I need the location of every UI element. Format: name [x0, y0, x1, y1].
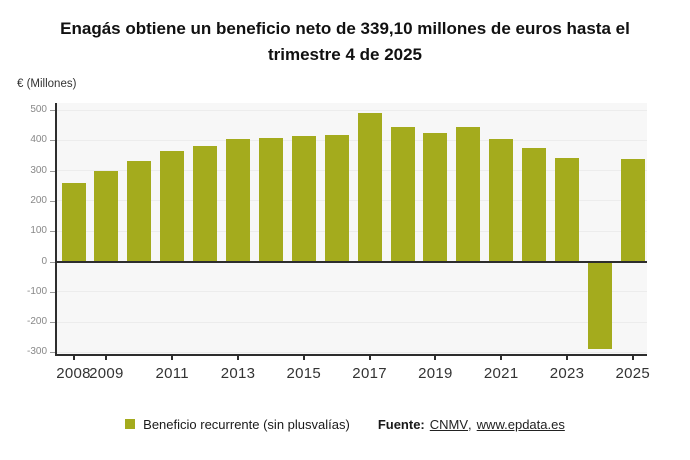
x-axis-label-2017: 2017 [352, 365, 387, 382]
y-axis-tick [50, 170, 55, 172]
source-separator: , [468, 416, 472, 432]
x-axis-tick-2008 [72, 356, 75, 360]
y-axis-tick [50, 352, 55, 354]
y-axis-label-500: 500 [30, 104, 47, 115]
bar-2016[interactable] [324, 135, 349, 262]
source-attribution: Fuente: CNMV, www.epdata.es [378, 417, 565, 432]
bar-2020[interactable] [456, 126, 481, 262]
source-label: Fuente: [377, 416, 425, 432]
x-axis-tick-2015 [302, 356, 305, 360]
x-axis-tick-2025 [631, 356, 634, 360]
gridline--100 [55, 291, 647, 293]
y-axis-line [55, 103, 57, 356]
legend: Beneficio recurrente (sin plusvalías) Fu… [0, 415, 690, 433]
x-axis-tick-2011 [171, 356, 174, 360]
bar-2013[interactable] [226, 139, 250, 262]
gridline-100 [55, 230, 647, 232]
y-axis-label-400: 400 [30, 134, 47, 146]
y-axis-label--100: -100 [26, 285, 47, 297]
x-axis-line [55, 354, 647, 356]
gridline-200 [55, 200, 647, 202]
y-axis-tick [50, 110, 55, 111]
bar-2015[interactable] [291, 136, 316, 262]
chart-title: Enagás obtiene un beneficio neto de 339,… [20, 16, 670, 68]
chart-title-line2: trimestre 4 de 2025 [267, 45, 423, 64]
x-axis-tick-2021 [500, 356, 503, 360]
bar-2008[interactable] [61, 183, 86, 262]
y-axis-label-100: 100 [30, 225, 47, 237]
y-axis-unit-label: € (Millones) [17, 78, 77, 90]
x-axis-label-2025: 2025 [615, 365, 651, 382]
source-link-cnmv[interactable]: CNMV [429, 416, 469, 432]
y-axis-label-200: 200 [30, 194, 47, 206]
x-axis-label-2008: 2008 [56, 365, 91, 382]
legend-series-label: Beneficio recurrente (sin plusvalías) [143, 416, 350, 432]
bar-2023[interactable] [555, 157, 579, 262]
bar-2011[interactable] [160, 150, 185, 262]
x-axis-label-2021: 2021 [483, 365, 519, 382]
y-axis-label-300: 300 [30, 164, 47, 176]
bar-2025[interactable] [620, 158, 645, 262]
gridline-300 [55, 170, 647, 172]
bar-2009[interactable] [94, 171, 119, 262]
x-axis-label-2011: 2011 [155, 365, 189, 382]
bar-2022[interactable] [522, 147, 547, 262]
x-axis-tick-2023 [566, 356, 568, 360]
bar-2012[interactable] [193, 146, 218, 262]
bar-2021[interactable] [489, 139, 514, 262]
y-axis-tick [50, 261, 55, 263]
x-axis-label-2015: 2015 [286, 365, 322, 382]
x-axis-label-2019: 2019 [418, 365, 453, 382]
zero-line [55, 260, 647, 263]
gridline-500 [55, 109, 647, 111]
x-axis-label-2009: 2009 [89, 365, 124, 382]
x-axis-tick-2009 [105, 356, 108, 360]
bar-2018[interactable] [390, 127, 415, 262]
y-axis-tick [50, 231, 55, 233]
x-axis-label-2013: 2013 [220, 365, 256, 382]
gridline--200 [55, 321, 647, 323]
legend-item: Beneficio recurrente (sin plusvalías) [125, 417, 350, 432]
x-axis-label-2023: 2023 [549, 365, 585, 382]
legend-swatch [125, 419, 136, 429]
x-axis-tick-2017 [368, 356, 371, 360]
plot-area [55, 103, 647, 356]
gridline-400 [55, 139, 647, 141]
y-axis-label-0: 0 [41, 255, 47, 267]
gridline--300 [55, 351, 647, 353]
chart-title-line1: Enagás obtiene un beneficio neto de 339,… [60, 19, 630, 38]
bar-2024[interactable] [587, 261, 612, 350]
bar-2010[interactable] [127, 160, 152, 262]
y-axis-label--200: -200 [26, 316, 47, 328]
y-axis-label--300: -300 [26, 346, 47, 358]
x-axis-tick-2013 [237, 356, 239, 360]
y-axis-tick [50, 200, 55, 202]
bar-2019[interactable] [423, 133, 448, 262]
source-link-epdata[interactable]: www.epdata.es [476, 416, 565, 432]
x-axis-tick-2019 [434, 356, 437, 360]
y-axis-tick [50, 322, 55, 324]
y-axis-tick [50, 291, 55, 293]
bar-2014[interactable] [258, 138, 283, 262]
bar-2017[interactable] [357, 112, 382, 262]
y-axis-tick [50, 140, 55, 142]
